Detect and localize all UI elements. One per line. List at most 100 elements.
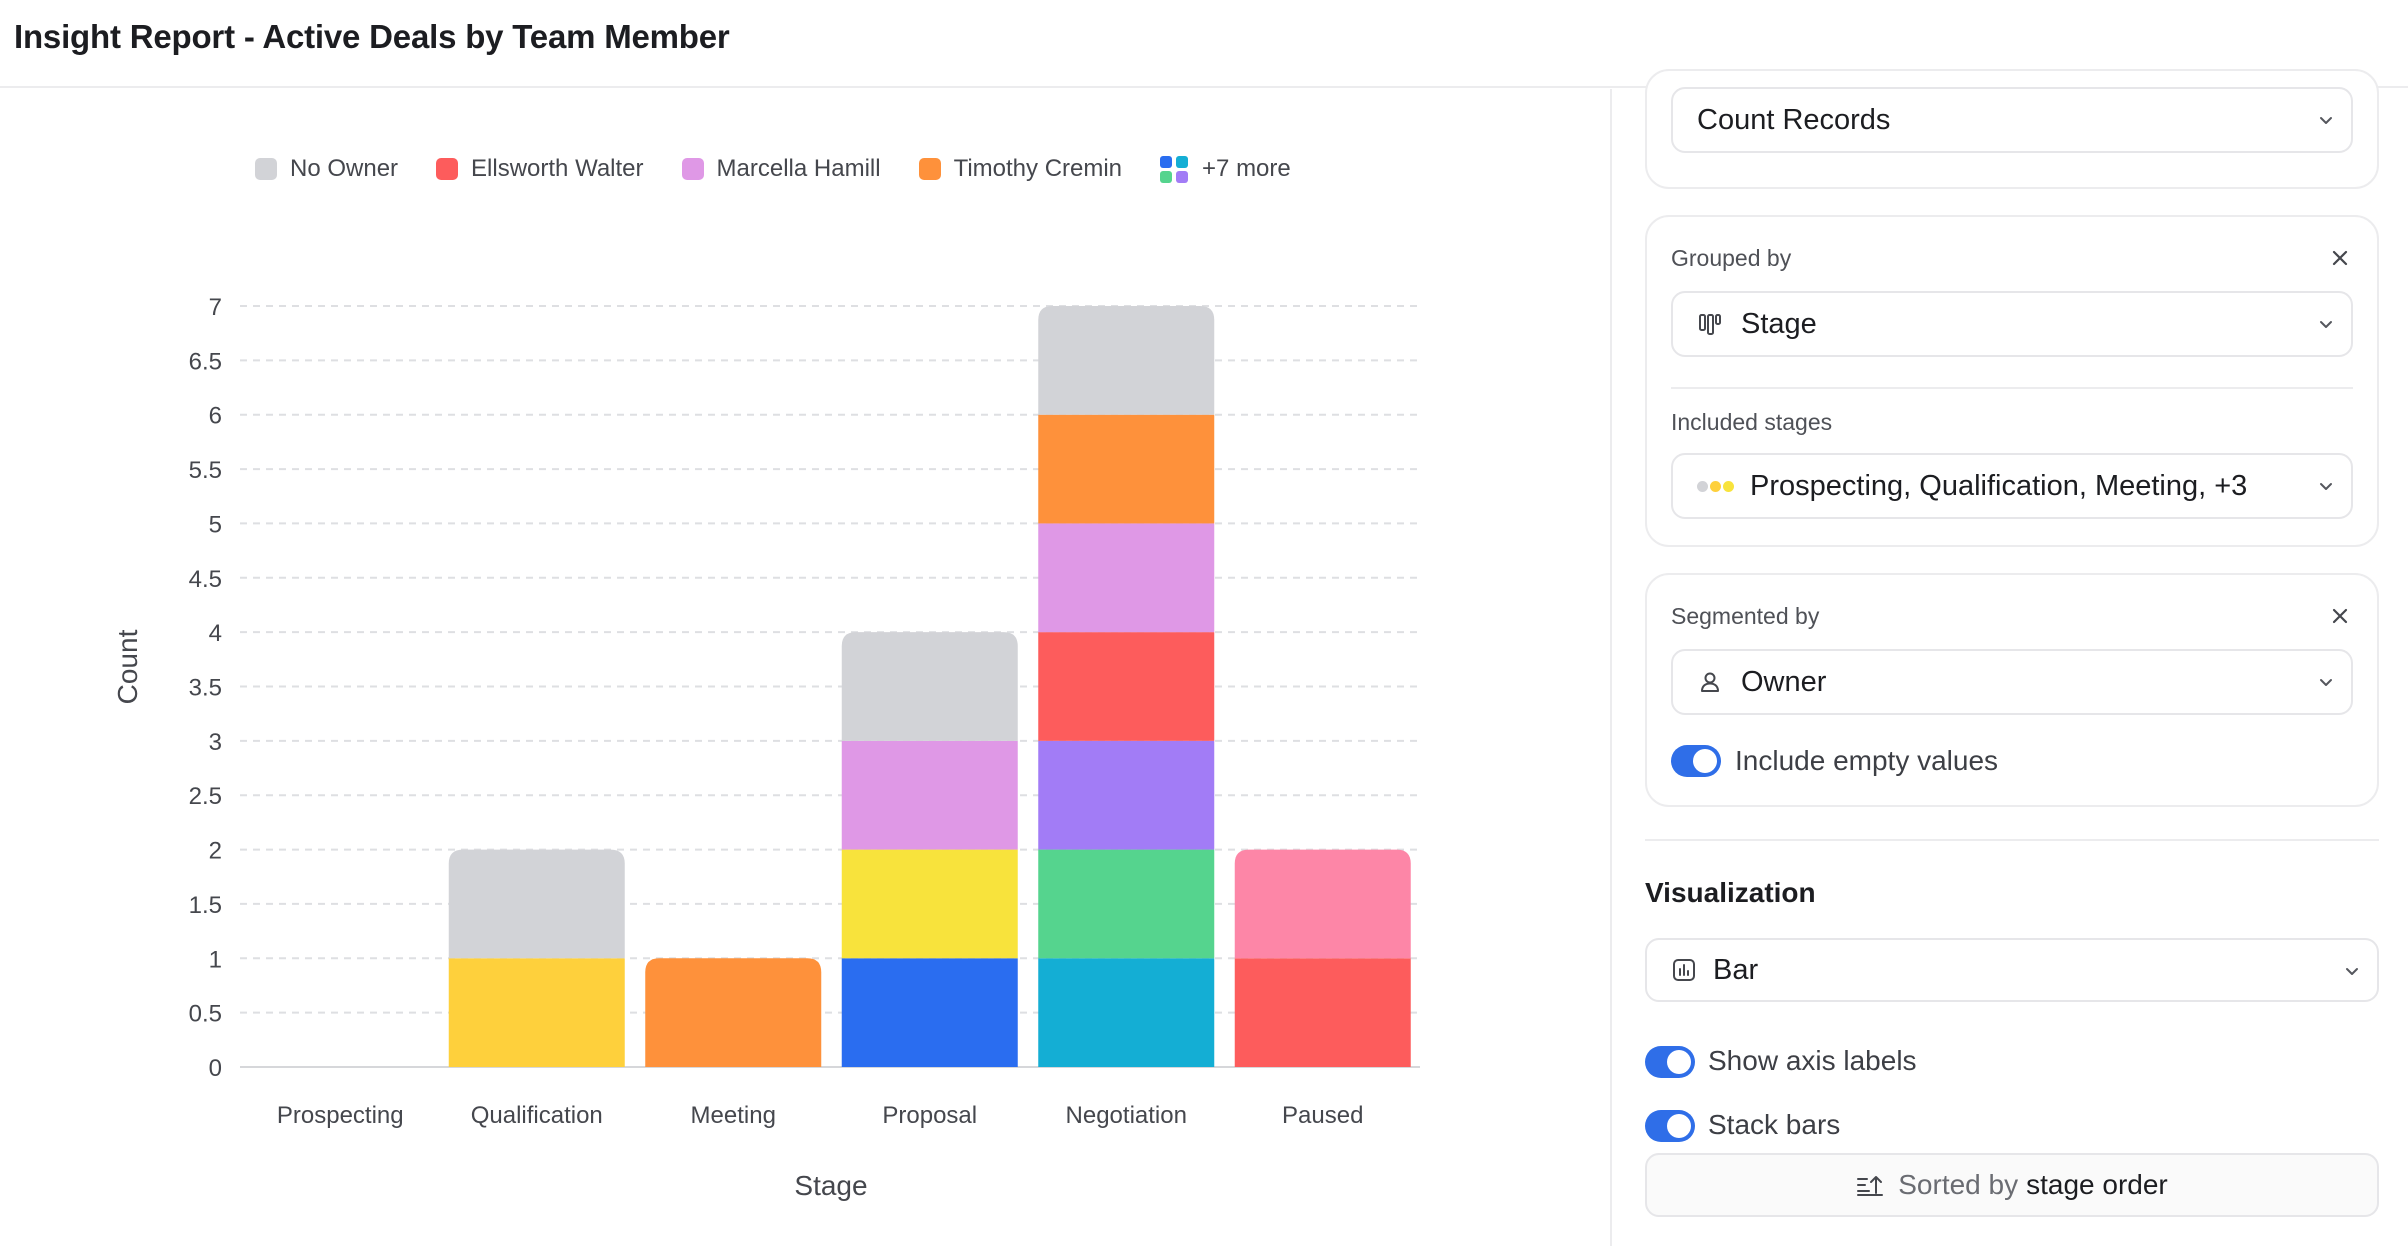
inner-divider — [1671, 387, 2353, 389]
page-title: Insight Report - Active Deals by Team Me… — [14, 18, 730, 55]
grouped-by-card: Grouped by Stage Included stages Prospec… — [1645, 215, 2379, 547]
y-tick-label: 4 — [209, 620, 222, 647]
legend-item-timothy-cremin[interactable]: Timothy Cremin — [918, 155, 1123, 183]
bar-segment — [1038, 306, 1215, 415]
sort-prefix: Sorted by — [1898, 1169, 2019, 1200]
settings-panel: Count Records Grouped by Stage Included … — [1612, 69, 2408, 1246]
sort-order-button[interactable]: Sorted by stage order — [1645, 1153, 2379, 1217]
legend-label: Timothy Cremin — [953, 155, 1123, 182]
chevron-down-icon — [2320, 483, 2332, 490]
y-tick-label: 6 — [209, 403, 222, 430]
close-icon[interactable] — [2329, 247, 2351, 269]
more-series-icon — [1160, 155, 1189, 183]
bar-segment — [1234, 849, 1411, 959]
chevron-down-icon — [2320, 117, 2332, 124]
visualization-value: Bar — [1713, 953, 1759, 986]
measure-value: Count Records — [1697, 103, 1891, 136]
y-tick-label: 2 — [209, 838, 222, 865]
segmented-by-card: Segmented by Owner Include empty values — [1645, 573, 2379, 807]
bar-segment — [841, 740, 1018, 850]
bar-segment — [841, 849, 1018, 959]
x-tick-label: Meeting — [691, 1102, 776, 1129]
x-axis-title: Stage — [794, 1170, 867, 1201]
legend-more-label: +7 more — [1202, 155, 1291, 182]
group-by-select[interactable]: Stage — [1671, 291, 2353, 357]
bar-segment — [448, 958, 625, 1067]
segment-by-value: Owner — [1741, 665, 1827, 698]
sort-ascending-icon — [1857, 1176, 1884, 1196]
legend-label: Marcella Hamill — [716, 155, 881, 182]
stack-bars-toggle[interactable] — [1645, 1110, 1695, 1142]
bar-segment — [841, 958, 1018, 1067]
y-tick-label: 3 — [209, 729, 222, 756]
visualization-select[interactable]: Bar — [1645, 938, 2379, 1002]
legend-label: Ellsworth Walter — [471, 155, 644, 182]
bar-segment — [1038, 632, 1215, 741]
x-tick-label: Negotiation — [1066, 1102, 1187, 1129]
person-icon — [1701, 672, 1719, 692]
bar-segment — [1038, 414, 1215, 524]
y-tick-label: 7 — [209, 294, 222, 321]
include-empty-label: Include empty values — [1735, 745, 1999, 776]
x-tick-label: Proposal — [882, 1102, 977, 1129]
bar-segment — [1234, 958, 1411, 1067]
x-tick-label: Qualification — [471, 1102, 603, 1129]
y-tick-label: 5 — [209, 511, 222, 538]
legend-swatch — [918, 158, 941, 180]
legend-swatch — [681, 158, 704, 180]
measure-card: Count Records — [1645, 69, 2379, 189]
x-tick-label: Prospecting — [277, 1102, 404, 1129]
legend-item-no-owner[interactable]: No Owner — [255, 155, 398, 183]
header: Insight Report - Active Deals by Team Me… — [0, 0, 2408, 88]
group-by-value: Stage — [1741, 307, 1817, 340]
y-tick-label: 2.5 — [189, 783, 222, 810]
chart-area: No Owner Ellsworth Walter Marcella Hamil… — [0, 89, 1610, 1246]
show-axis-labels-toggle[interactable] — [1645, 1046, 1695, 1078]
chart-legend: No Owner Ellsworth Walter Marcella Hamil… — [255, 149, 1329, 189]
segmented-by-label: Segmented by — [1671, 603, 1820, 629]
stage-columns-icon — [1699, 314, 1721, 335]
close-icon[interactable] — [2329, 605, 2351, 627]
y-tick-label: 4.5 — [189, 566, 222, 593]
y-tick-label: 1 — [209, 946, 222, 973]
chevron-down-icon — [2320, 321, 2332, 328]
y-axis-title: Count — [112, 629, 143, 704]
y-tick-label: 1.5 — [189, 892, 222, 919]
sort-value: stage order — [2026, 1169, 2168, 1200]
y-tick-label: 0.5 — [189, 1001, 222, 1028]
included-stages-value: Prospecting, Qualification, Meeting, +3 — [1750, 469, 2248, 502]
bar-segment — [1038, 958, 1215, 1067]
visualization-title: Visualization — [1645, 877, 1816, 908]
measure-select[interactable]: Count Records — [1671, 87, 2353, 153]
included-stages-label: Included stages — [1671, 409, 1833, 435]
legend-swatch — [255, 158, 277, 180]
y-tick-label: 5.5 — [189, 457, 222, 484]
section-divider — [1645, 839, 2379, 841]
stacked-bar-chart: 0 0.5 1 1.5 2 2.5 3 3.5 4 4.5 5 5.5 6 6.5 7 Prospecting… — [112, 294, 1420, 1201]
bar-chart-icon — [1673, 959, 1695, 981]
stage-dots-icon — [1697, 480, 1734, 492]
show-axis-labels-label: Show axis labels — [1708, 1045, 1917, 1076]
legend-more-button[interactable]: +7 more — [1160, 155, 1291, 183]
y-tick-label: 0 — [209, 1055, 222, 1082]
include-empty-toggle[interactable] — [1671, 745, 1721, 777]
bar-segment — [841, 632, 1018, 741]
chevron-down-icon — [2346, 968, 2358, 975]
x-tick-label: Paused — [1282, 1102, 1363, 1129]
bar-segment — [1038, 740, 1215, 850]
bar-segment — [645, 958, 822, 1067]
grouped-by-label: Grouped by — [1671, 245, 1792, 271]
legend-label: No Owner — [290, 155, 399, 182]
legend-swatch — [436, 158, 459, 180]
y-tick-label: 6.5 — [189, 348, 222, 375]
panel-divider — [1610, 89, 1612, 1246]
legend-item-ellsworth-walter[interactable]: Ellsworth Walter — [436, 155, 644, 183]
included-stages-select[interactable]: Prospecting, Qualification, Meeting, +3 — [1671, 453, 2353, 519]
segment-by-select[interactable]: Owner — [1671, 649, 2353, 715]
legend-item-marcella-hamill[interactable]: Marcella Hamill — [681, 155, 881, 183]
bar-segment — [1038, 849, 1215, 959]
bar-segment — [448, 849, 625, 959]
y-tick-label: 3.5 — [189, 675, 222, 702]
bar-segment — [1038, 523, 1215, 633]
chevron-down-icon — [2320, 679, 2332, 686]
